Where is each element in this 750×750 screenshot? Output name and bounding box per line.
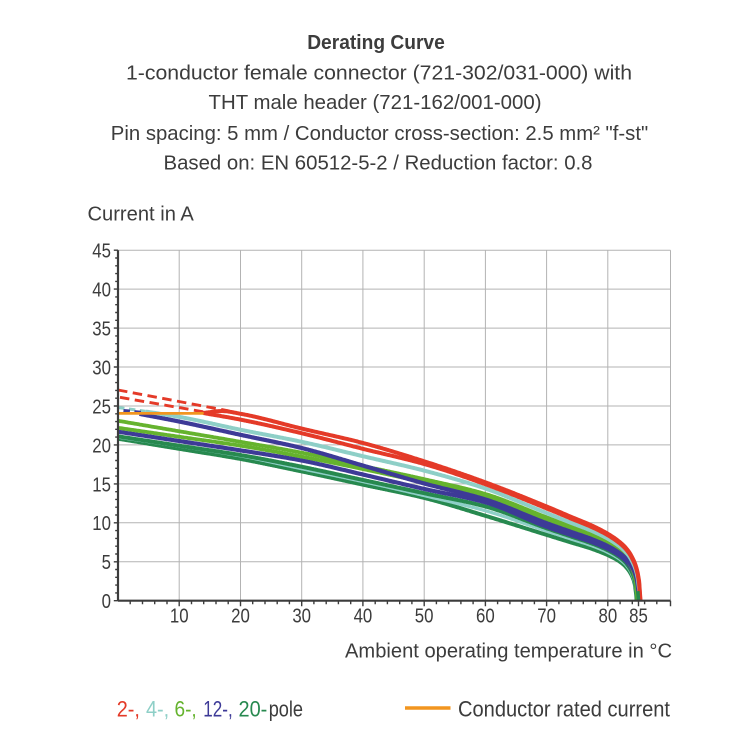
svg-text:35: 35 <box>92 317 111 340</box>
svg-text:Ambient operating temperature: Ambient operating temperature in °C <box>345 640 672 663</box>
svg-text:85: 85 <box>629 604 648 627</box>
svg-text:5: 5 <box>102 551 111 574</box>
svg-text:50: 50 <box>415 604 434 627</box>
svg-text:0: 0 <box>102 590 111 613</box>
svg-text:Conductor rated current: Conductor rated current <box>458 697 670 722</box>
svg-text:15: 15 <box>92 473 111 496</box>
svg-text:25: 25 <box>92 395 111 418</box>
svg-text:20-: 20- <box>239 697 268 722</box>
svg-text:2-,: 2-, <box>117 697 140 722</box>
svg-text:20: 20 <box>92 434 111 457</box>
svg-text:10: 10 <box>170 604 189 627</box>
svg-text:Based on: EN 60512-5-2 / Reduc: Based on: EN 60512-5-2 / Reduction facto… <box>164 152 593 175</box>
svg-text:80: 80 <box>598 604 617 627</box>
svg-text:40: 40 <box>354 604 373 627</box>
svg-text:10: 10 <box>92 512 111 535</box>
svg-text:pole: pole <box>269 697 303 722</box>
svg-text:1-conductor female connector (: 1-conductor female connector (721-302/03… <box>126 61 632 84</box>
svg-text:Current in A: Current in A <box>88 202 195 225</box>
svg-text:Pin spacing: 5 mm / Conductor: Pin spacing: 5 mm / Conductor cross-sect… <box>111 122 648 145</box>
svg-text:20: 20 <box>231 604 250 627</box>
svg-text:60: 60 <box>476 604 495 627</box>
svg-text:45: 45 <box>92 240 111 263</box>
svg-text:12-,: 12-, <box>203 697 232 722</box>
svg-text:Derating Curve: Derating Curve <box>307 31 445 54</box>
svg-text:4-,: 4-, <box>146 697 169 722</box>
svg-text:30: 30 <box>92 356 111 379</box>
svg-text:70: 70 <box>537 604 556 627</box>
svg-text:30: 30 <box>292 604 311 627</box>
svg-text:40: 40 <box>92 279 111 302</box>
svg-text:6-,: 6-, <box>175 697 197 722</box>
svg-text:THT male header (721-162/001-0: THT male header (721-162/001-000) <box>209 91 542 114</box>
